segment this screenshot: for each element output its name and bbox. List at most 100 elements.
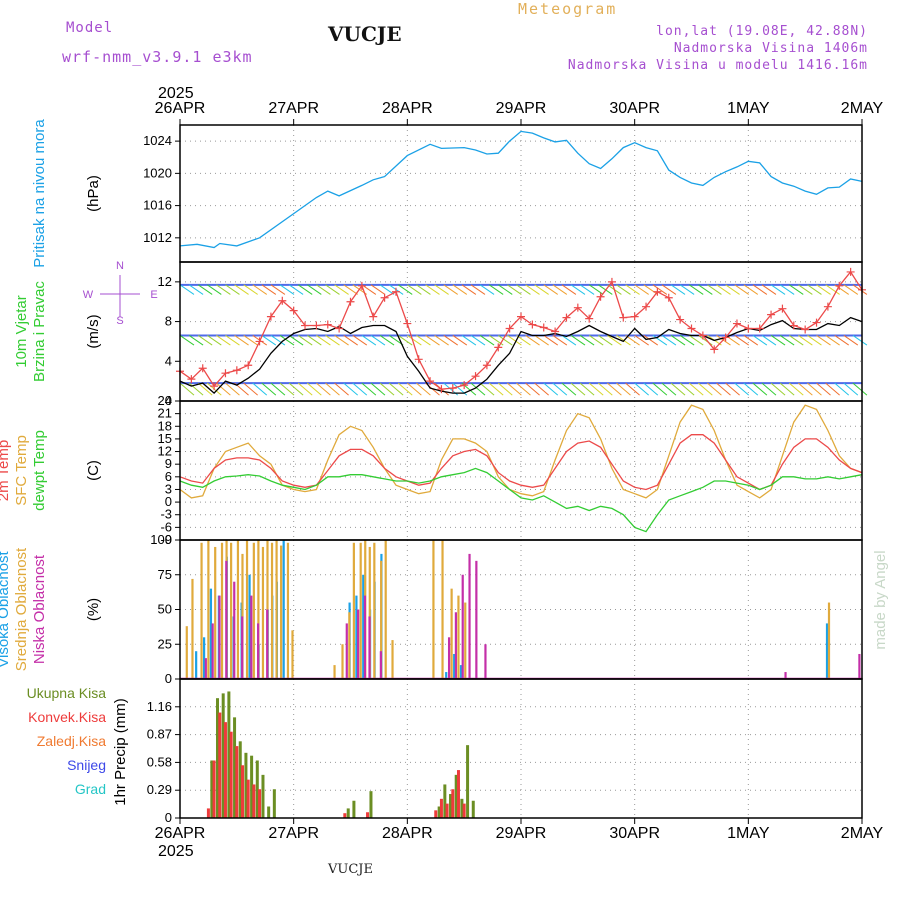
wind-barb	[679, 335, 695, 346]
wind-barb	[497, 284, 513, 295]
panel-label: Niska Oblacnost	[31, 554, 48, 664]
wind-barb	[588, 382, 604, 396]
wind-gust-marker	[767, 310, 776, 319]
wind-barb	[443, 284, 458, 295]
wind-barb	[397, 284, 413, 295]
mid-cloud-bar	[348, 612, 351, 679]
mid-cloud-bar	[352, 542, 355, 679]
wind-barb	[407, 335, 422, 346]
mid-cloud-bar	[373, 542, 376, 679]
wind-barb	[397, 382, 413, 396]
wind-barb	[607, 335, 622, 346]
wind-barb	[834, 335, 850, 346]
wind-gust-marker	[551, 327, 560, 336]
mid-cloud-bar	[257, 540, 260, 679]
sfc-temp-line	[179, 404, 863, 499]
time-label-top: 28APR	[382, 100, 433, 117]
mid-cloud-bar	[191, 578, 194, 679]
high-cloud-bar	[195, 651, 198, 679]
wind-barb	[798, 382, 813, 396]
time-label-bottom: 29APR	[496, 825, 547, 842]
wind-barb	[552, 335, 568, 346]
wind-barb	[507, 382, 522, 396]
wind-gust-marker	[482, 361, 491, 370]
wind-gust-marker	[357, 281, 366, 290]
wind-barb	[843, 335, 859, 346]
low-cloud-bar	[357, 609, 360, 679]
wind-barb	[543, 382, 559, 396]
total-precip-bar	[250, 755, 254, 818]
wind-barb	[288, 335, 304, 346]
watermark: made by Angel	[872, 550, 889, 649]
low-cloud-bar	[461, 574, 464, 679]
wind-gust-marker	[301, 321, 310, 330]
wind-barb	[297, 382, 313, 396]
wind-barb	[670, 335, 686, 346]
precip-axis-label: 1hr Precip (mm)	[112, 698, 129, 806]
convective-precip-bar	[235, 746, 239, 818]
panel-unit: (%)	[85, 598, 102, 621]
wind-gust-marker	[642, 302, 651, 311]
wind-barb	[225, 382, 240, 396]
wind-gust-marker	[539, 323, 548, 332]
wind-barb	[407, 284, 422, 295]
wind-barb	[288, 284, 304, 295]
wind-barb	[807, 284, 822, 295]
wind-barb	[252, 284, 268, 295]
wind-barb	[407, 382, 422, 396]
total-precip-bar	[454, 774, 458, 818]
mid-cloud-bar	[286, 542, 290, 679]
wind-gust-marker	[653, 287, 662, 296]
convective-precip-bar	[258, 789, 262, 818]
wind-barb	[479, 284, 495, 295]
mid-cloud-bar	[245, 540, 249, 679]
wind-barb	[343, 284, 358, 295]
compass-west: W	[83, 289, 94, 301]
wind-barb	[325, 382, 340, 396]
wind-gust-marker	[380, 293, 389, 302]
wind-barb	[316, 382, 331, 396]
wind-barb	[743, 335, 759, 346]
mid-cloud-bar	[252, 542, 255, 679]
wind-gust-marker	[232, 366, 241, 375]
wind-gust-marker	[437, 385, 446, 394]
low-cloud-bar	[475, 560, 478, 679]
elevation-label: Nadmorska Visina 1406m	[673, 41, 868, 56]
convective-precip-bar	[241, 765, 245, 818]
wind-barb	[379, 382, 395, 396]
wind-barb	[734, 382, 750, 396]
wind-barb	[634, 284, 649, 295]
low-cloud-bar	[225, 560, 228, 679]
low-cloud-bar	[233, 581, 236, 679]
wind-barb	[597, 382, 613, 396]
wind-barb	[634, 335, 649, 346]
model-elevation-label: Nadmorska Visina u modelu 1416.16m	[567, 58, 868, 73]
panel-unit: (m/s)	[85, 314, 102, 348]
high-cloud-bar	[209, 588, 213, 679]
total-precip-bar	[466, 745, 470, 818]
wind-barb	[352, 382, 368, 396]
convective-precip-bar	[462, 803, 466, 818]
total-precip-bar	[227, 691, 231, 818]
wind-barb	[379, 335, 395, 346]
model-label: Model	[66, 20, 114, 36]
mid-cloud-bar	[214, 546, 217, 679]
wind-barb	[206, 335, 222, 346]
y-tick-label: 6	[165, 469, 172, 484]
wind-barb	[279, 335, 295, 346]
wind-gust-marker	[789, 321, 798, 330]
wind-barb	[307, 335, 322, 346]
low-cloud-bar	[447, 637, 451, 679]
time-label-bottom: 1MAY	[727, 825, 770, 842]
wind-gust-marker	[778, 304, 787, 313]
high-cloud-bar	[362, 574, 365, 679]
wind-barb	[225, 284, 240, 295]
wind-barb	[761, 284, 777, 295]
wind-barb	[734, 335, 749, 346]
mid-cloud-bar	[341, 644, 344, 679]
wind-barb	[316, 335, 331, 346]
high-cloud-bar	[825, 623, 829, 679]
wind-barb	[570, 382, 586, 396]
wind-barb	[525, 382, 540, 396]
wind-barb	[843, 284, 859, 295]
